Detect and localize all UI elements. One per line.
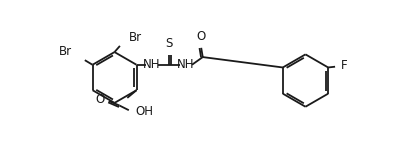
Text: S: S	[165, 37, 172, 50]
Text: F: F	[341, 59, 347, 72]
Text: Br: Br	[59, 45, 73, 58]
Text: OH: OH	[136, 105, 154, 118]
Text: O: O	[96, 93, 105, 106]
Text: O: O	[197, 30, 206, 43]
Text: Br: Br	[129, 31, 142, 44]
Text: NH: NH	[143, 58, 161, 71]
Text: NH: NH	[177, 58, 195, 71]
